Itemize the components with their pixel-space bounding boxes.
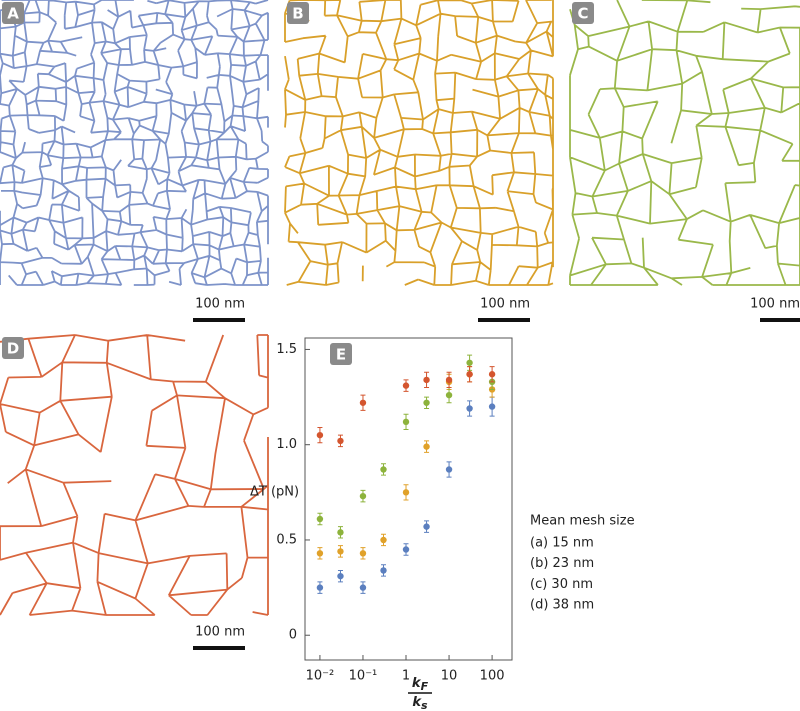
- mesh: [284, 0, 554, 286]
- x-axis-label-main: k: [412, 676, 422, 691]
- data-point: [337, 437, 344, 445]
- data-point: [316, 550, 324, 557]
- data-point: [423, 376, 430, 384]
- legend-entry: (b) 23 nm: [530, 556, 594, 571]
- x-tick-label: 10: [441, 669, 458, 684]
- x-tick-label: 100: [480, 669, 505, 684]
- x-axis-label: kF: [412, 676, 429, 694]
- data-point: [359, 399, 367, 406]
- data-point: [359, 492, 367, 500]
- x-axis-label: ks: [412, 695, 428, 711]
- legend-title: Mean mesh size: [530, 514, 635, 529]
- x-tick-label: 10⁻²: [306, 669, 335, 684]
- y-tick-label: 1.0: [276, 437, 297, 452]
- x-axis-label-main: k: [412, 695, 422, 710]
- data-point: [402, 489, 410, 496]
- scale-bar-label: 100 nm: [195, 625, 245, 640]
- mesh-lines: [284, 0, 554, 286]
- data-point: [380, 536, 387, 544]
- x-axis-label-sub: F: [421, 680, 429, 693]
- mesh: [569, 0, 800, 286]
- panel-label: C: [577, 5, 588, 23]
- data-point: [337, 529, 344, 536]
- mesh-lines: [569, 0, 800, 286]
- mesh: [0, 0, 269, 286]
- scale-bar-label: 100 nm: [750, 297, 800, 312]
- data-point: [380, 567, 387, 574]
- data-point: [466, 371, 473, 378]
- x-axis-label-sub: s: [421, 699, 428, 711]
- legend-entry: (c) 30 nm: [530, 577, 593, 592]
- data-point: [466, 405, 473, 412]
- y-tick-label: 0: [289, 628, 297, 643]
- panel-label: E: [336, 346, 346, 364]
- data-point: [423, 399, 430, 406]
- data-point: [445, 466, 453, 473]
- data-point: [316, 431, 324, 439]
- data-point: [337, 572, 344, 580]
- x-tick-label: 10⁻¹: [349, 669, 378, 684]
- y-axis-label: ΔT (pN): [250, 485, 299, 500]
- data-point: [402, 418, 410, 426]
- panel-label: B: [292, 5, 303, 23]
- panel-label-bg: [2, 337, 24, 359]
- panel-label-bg: [330, 343, 352, 365]
- data-point: [488, 403, 496, 410]
- data-point: [445, 391, 453, 399]
- data-point: [380, 466, 387, 473]
- panel-label-bg: [287, 2, 309, 24]
- data-point: [402, 546, 410, 553]
- scale-bar-label: 100 nm: [195, 297, 245, 312]
- data-point: [466, 359, 473, 366]
- plot-frame: [304, 337, 513, 661]
- panel-label-bg: [2, 2, 24, 24]
- data-point: [423, 443, 430, 450]
- data-point: [316, 515, 324, 523]
- scale-bar-label: 100 nm: [480, 297, 530, 312]
- legend-entry: (a) 15 nm: [530, 536, 594, 551]
- panel-label-bg: [572, 2, 594, 24]
- data-point: [423, 523, 430, 530]
- data-point: [402, 382, 410, 389]
- legend-entry: (d) 38 nm: [530, 598, 594, 613]
- y-tick-label: 0.5: [276, 532, 297, 547]
- mesh: [0, 334, 269, 616]
- panel-label: A: [7, 5, 19, 23]
- mesh-lines: [0, 0, 269, 286]
- data-point: [359, 584, 367, 591]
- data-point: [337, 548, 344, 555]
- data-point: [316, 584, 324, 591]
- data-point: [488, 371, 496, 378]
- data-point: [359, 550, 367, 557]
- y-tick-label: 1.5: [276, 342, 297, 357]
- data-point: [445, 376, 453, 384]
- x-tick-label: 1: [402, 669, 410, 684]
- panel-label: D: [7, 340, 19, 358]
- mesh-lines: [0, 334, 269, 616]
